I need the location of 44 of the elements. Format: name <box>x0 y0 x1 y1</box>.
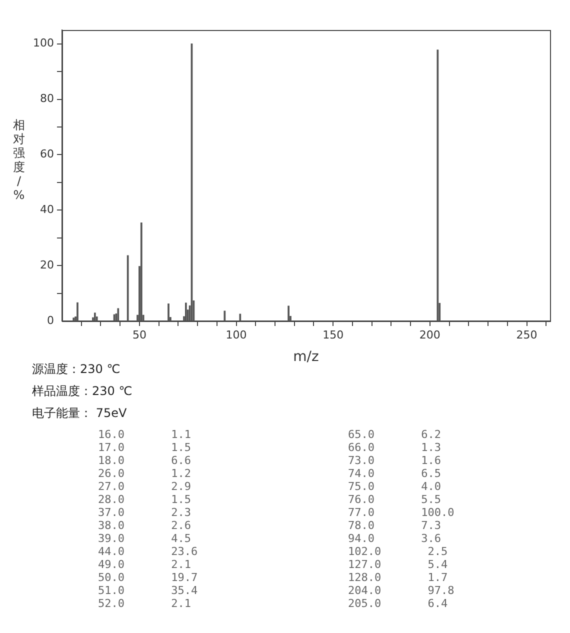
text: 75.0 4.0 <box>348 480 442 493</box>
text: 39.0 4.5 <box>98 532 192 545</box>
text: 49.0 2.1 <box>98 558 192 571</box>
x-axis-title: m/z <box>293 349 319 366</box>
text: 94.0 3.6 <box>348 532 442 545</box>
text: 27.0 2.9 <box>98 480 192 493</box>
text: 102.0 2.5 <box>348 545 449 558</box>
text: 样品温度：230 ℃ <box>32 383 132 400</box>
x-tick-label: 100 <box>226 328 247 342</box>
text: 127.0 5.4 <box>348 558 449 571</box>
text: 74.0 6.5 <box>348 467 442 480</box>
text: 128.0 1.7 <box>348 571 449 584</box>
text: 电子能量： 75eV <box>32 405 128 422</box>
y-tick-label: 80 <box>40 92 54 106</box>
y-tick-label: 100 <box>32 36 54 50</box>
text: 38.0 2.6 <box>98 519 192 532</box>
y-axis-title: 相对强度/% <box>12 118 26 202</box>
text: 77.0 100.0 <box>348 506 454 519</box>
text: 17.0 1.5 <box>98 441 192 454</box>
text: 204.0 97.8 <box>348 584 454 597</box>
text: 37.0 2.3 <box>98 506 192 519</box>
text: 51.0 35.4 <box>98 584 198 597</box>
x-tick-label: 250 <box>516 328 538 342</box>
text: 65.0 6.2 <box>348 428 442 441</box>
y-tick-label: 60 <box>40 148 54 161</box>
text: 16.0 1.1 <box>98 428 192 441</box>
text: 52.0 2.1 <box>98 597 192 610</box>
y-tick-label: 20 <box>40 258 54 272</box>
x-tick-label: 50 <box>132 328 146 342</box>
text: 18.0 6.6 <box>98 454 192 467</box>
text: 205.0 6.4 <box>348 597 449 610</box>
text: 76.0 5.5 <box>348 493 442 506</box>
text: 73.0 1.6 <box>348 454 442 467</box>
text: 源温度：230 ℃ <box>32 361 122 378</box>
text: 44.0 23.6 <box>98 545 198 558</box>
text: 28.0 1.5 <box>98 493 192 506</box>
text: 50.0 19.7 <box>98 571 198 584</box>
text: 78.0 7.3 <box>348 519 442 532</box>
text: 26.0 1.2 <box>98 467 192 480</box>
text: 66.0 1.3 <box>348 441 442 454</box>
y-tick-label: 0 <box>46 314 54 327</box>
x-tick-label: 200 <box>419 328 440 342</box>
x-tick-label: 150 <box>322 328 344 342</box>
y-tick-label: 40 <box>40 203 54 216</box>
